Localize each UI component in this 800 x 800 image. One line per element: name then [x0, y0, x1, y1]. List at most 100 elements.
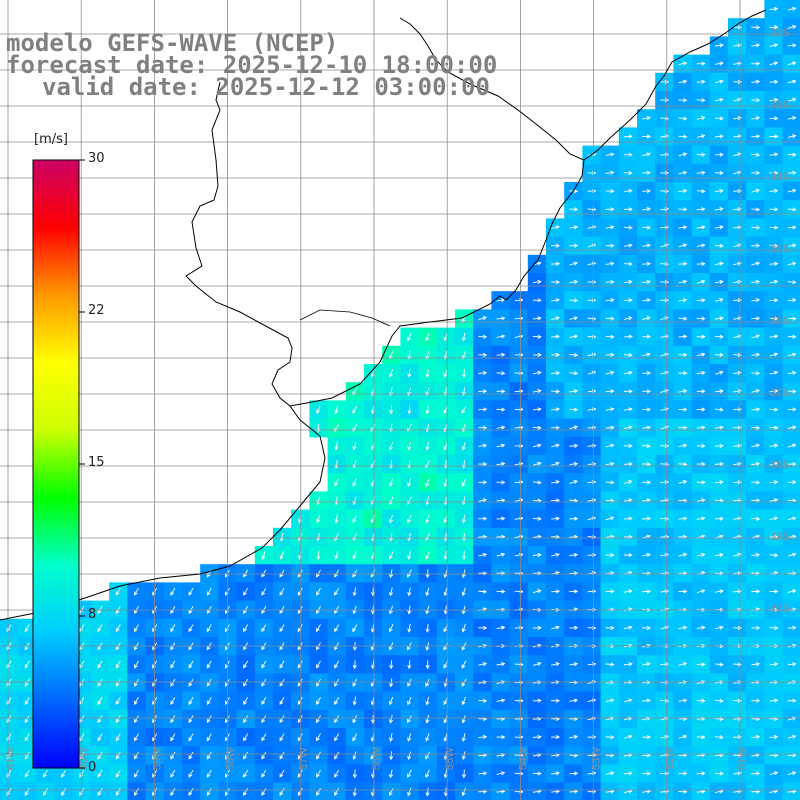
wind-arrow [769, 662, 779, 667]
wind-arrow [115, 697, 121, 705]
coastline-main [0, 81, 326, 621]
wind-arrow [478, 370, 488, 376]
forecast-date: forecast date: 2025-12-10 18:00:00 [6, 51, 498, 79]
wind-arrow [678, 425, 688, 430]
wind-arrow [551, 498, 561, 503]
wind-arrow [751, 279, 761, 284]
wind-arrow [461, 714, 466, 724]
wind-arrow [407, 733, 412, 742]
wind-arrow [425, 369, 430, 378]
wind-arrow [352, 514, 357, 524]
wind-arrow [769, 116, 779, 121]
wind-arrow [605, 625, 615, 631]
wind-arrow [569, 789, 579, 794]
wind-arrow [532, 480, 542, 485]
wind-arrow [407, 787, 412, 797]
wind-arrow [297, 660, 303, 669]
wind-arrow [787, 316, 797, 321]
wind-arrow [678, 170, 688, 175]
wind-arrow [79, 678, 85, 687]
wind-arrow [751, 480, 761, 485]
wind-arrow [623, 352, 633, 358]
wind-arrow [714, 97, 724, 102]
wind-arrow [461, 696, 467, 706]
wind-arrow [389, 569, 394, 579]
wind-arrow [569, 461, 579, 467]
wind-arrow [261, 715, 267, 724]
wind-arrow [97, 715, 103, 724]
wind-arrow [334, 441, 339, 451]
wind-arrow [134, 788, 139, 796]
wind-arrow [352, 733, 358, 742]
wind-arrow [642, 571, 652, 576]
wind-arrow [714, 188, 724, 194]
wind-arrow [532, 661, 542, 666]
wind-arrow [496, 443, 506, 448]
wind-arrow [769, 407, 779, 412]
wind-arrow [696, 370, 706, 375]
wind-arrow [569, 371, 579, 376]
wind-arrow [478, 316, 488, 321]
wind-arrow [316, 715, 321, 724]
wind-arrow [696, 498, 706, 503]
wind-arrow [769, 334, 779, 339]
wind-arrow [170, 660, 176, 669]
wind-arrow [352, 405, 358, 414]
wind-arrow [696, 170, 706, 175]
wind-arrow [61, 769, 67, 778]
wind-arrow [279, 587, 285, 596]
wind-arrow [787, 188, 797, 193]
wind-arrow [751, 516, 761, 521]
wind-arrow [316, 733, 321, 742]
wind-arrow [478, 352, 488, 357]
latitude-labels: 32S 33S 34S 35S 36S 37S 38S 39S 40S [770, 27, 790, 615]
wind-arrow [551, 370, 561, 376]
wind-arrow [751, 625, 761, 630]
wind-arrow [425, 405, 430, 415]
wind-arrow [623, 188, 633, 193]
wind-arrow [678, 134, 688, 139]
wind-arrow [532, 552, 542, 558]
wind-arrow [352, 551, 357, 560]
wind-arrow [115, 624, 121, 633]
wind-arrow [751, 352, 761, 357]
wind-arrow [551, 280, 561, 285]
wind-arrow [569, 334, 579, 339]
wind-arrow [425, 569, 430, 579]
wind-arrow [551, 225, 560, 230]
wind-arrow [642, 389, 652, 394]
wind-arrow [696, 243, 706, 248]
wind-arrow [115, 733, 121, 742]
wind-arrow [206, 587, 212, 596]
wind-arrow [642, 225, 652, 230]
wind-arrow [678, 352, 688, 357]
latitude-label: 36S [770, 315, 790, 327]
wind-arrow [787, 516, 797, 521]
wind-arrow [461, 569, 466, 579]
wind-arrow [478, 625, 488, 630]
wind-arrow [425, 478, 430, 487]
wind-arrow [605, 207, 615, 212]
wind-arrow [79, 715, 85, 724]
wind-arrow [642, 625, 652, 631]
wind-arrow [297, 697, 303, 705]
wind-arrow [751, 461, 761, 467]
wind-arrow [407, 350, 412, 360]
wind-arrow [206, 678, 212, 687]
wind-arrow [714, 152, 724, 157]
wind-arrow [461, 478, 467, 487]
wind-arrow [642, 462, 652, 467]
wind-arrow [352, 715, 358, 724]
wind-arrow [478, 462, 488, 467]
wind-arrow [551, 352, 561, 357]
wind-arrow [443, 678, 448, 688]
wind-arrow [206, 769, 212, 778]
wind-arrow [787, 425, 797, 430]
wind-arrow [134, 587, 139, 596]
wind-arrow [569, 316, 579, 321]
wind-arrow [316, 624, 321, 633]
wind-arrow [787, 152, 797, 157]
wind-arrow [425, 751, 431, 760]
wind-arrow [623, 443, 633, 448]
wind-arrow [352, 769, 357, 779]
